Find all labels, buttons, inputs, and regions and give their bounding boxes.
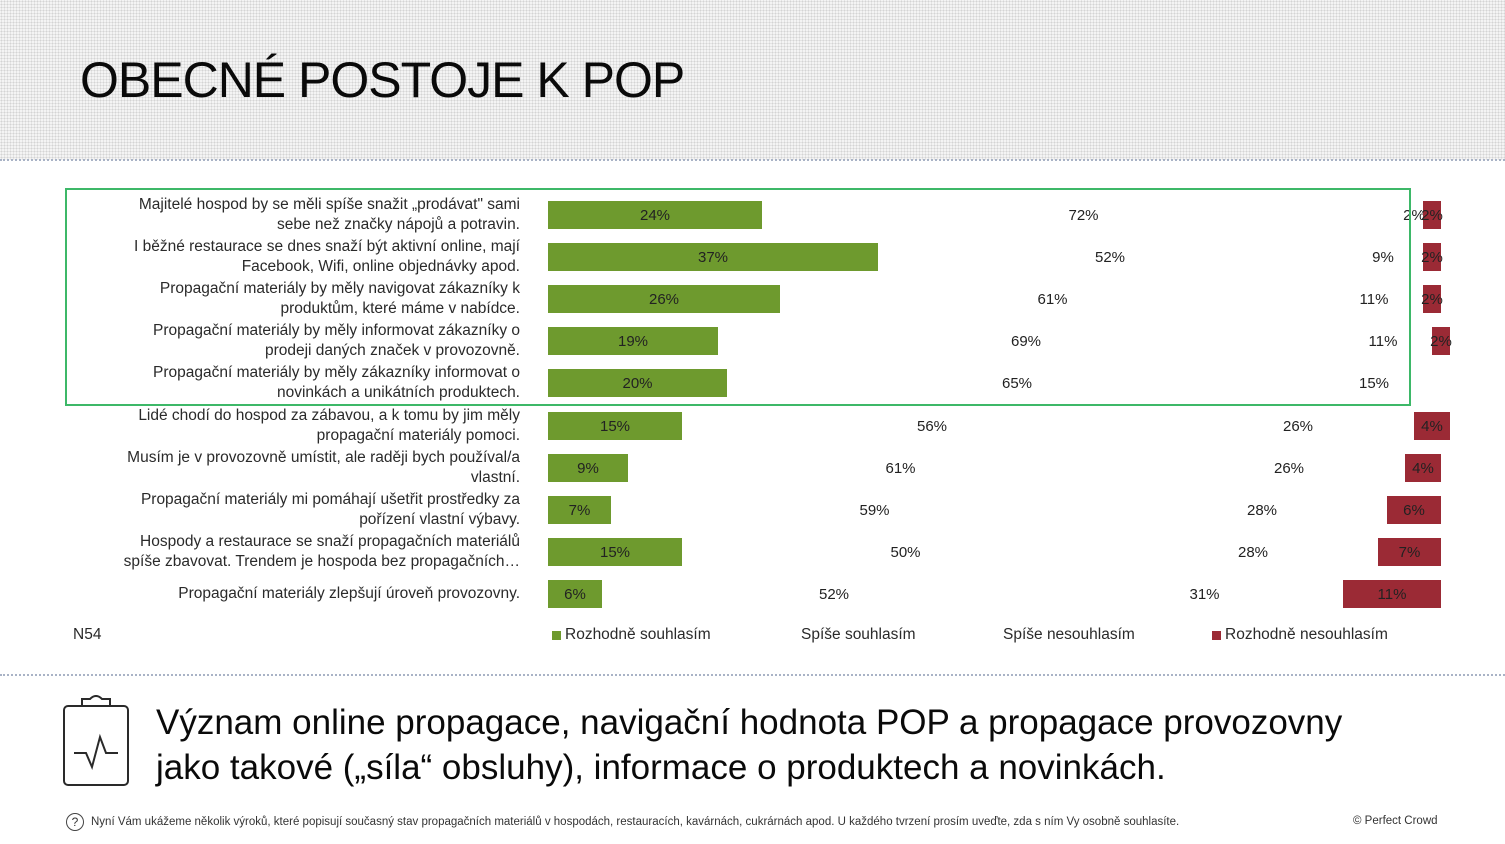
row-label-line-1: Musím je v provozovně umístit, ale raděj… [127,449,520,466]
row-label: Hospody a restaurace se snaží propagační… [70,532,520,572]
row-label-line-1: I běžné restaurace se dnes snaží být akt… [134,238,520,255]
row-label-line-1: Propagační materiály mi pomáhají ušetřit… [140,491,520,508]
bar-agree: 61% [885,459,916,477]
bar-strongly-agree: 37% [548,243,878,271]
legend-swatch-green [552,630,561,640]
bar-disagree: 9% [1372,248,1394,266]
bar-strongly-agree: 6% [548,580,602,608]
row-label: Lidé chodí do hospod za zábavou, a k tom… [70,406,520,446]
bar-strongly-agree: 19% [548,327,718,355]
row-label-line-2: prodeji daných značek v provozovně. [264,342,520,359]
legend-strongly-disagree: Rozhodně nesouhlasím [1212,626,1388,644]
bar-strongly-disagree: 2% [1421,243,1443,271]
bar-agree: 50% [890,543,921,561]
row-label-line-2: vlastní. [470,469,520,486]
row-label-line-2: novinkách a unikátních produktech. [277,384,520,401]
bar-strongly-disagree: 7% [1378,538,1441,566]
row-label-line-2: propagační materiály pomoci. [316,427,520,444]
legend-swatch-red [1212,630,1221,640]
row-label: Propagační materiály mi pomáhají ušetřit… [70,490,520,530]
bar-agree: 56% [916,417,948,435]
legend-disagree: Spíše nesouhlasím [1003,626,1135,644]
row-label-line-1: Propagační materiály by měly zákazníky i… [153,364,520,381]
bar-strongly-agree: 26% [548,285,780,313]
bar-strongly-agree: 15% [548,412,682,440]
bar-disagree: 26% [1273,459,1305,477]
bar-strongly-disagree: 11% [1343,580,1441,608]
bar-disagree: 2% [1403,206,1425,224]
row-label-line-1: Propagační materiály by měly informovat … [153,322,520,339]
footer-note: ? Nyní Vám ukážeme několik výroků, které… [66,813,1179,831]
bar-disagree: 26% [1282,417,1314,435]
bar-strongly-agree: 24% [548,201,762,229]
bar-strongly-agree: 15% [548,538,682,566]
bar-agree: 72% [1068,206,1099,224]
bar-agree: 61% [1037,290,1068,308]
row-label: Propagační materiály by měly zákazníky i… [70,363,520,403]
legend-label: Spíše souhlasím [801,626,916,643]
sample-size-label: N54 [73,626,102,643]
row-label-line-2: spíše zbavovat. Trendem je hospoda bez p… [123,553,520,570]
bar-disagree: 28% [1246,501,1278,519]
legend-label: Rozhodně souhlasím [565,626,711,643]
row-label-line-1: Lidé chodí do hospod za zábavou, a k tom… [138,407,520,424]
bar-strongly-disagree: 2% [1421,285,1443,313]
bar-disagree: 15% [1358,374,1390,392]
legend-label: Spíše nesouhlasím [1003,626,1135,643]
bar-strongly-disagree: 4% [1414,412,1450,440]
row-label-line-2: pořízení vlastní výbavy. [359,511,520,528]
row-label-line-2: produktům, které máme v nabídce. [280,300,520,317]
footer-divider [0,674,1505,676]
bar-strongly-disagree: 4% [1405,454,1441,482]
row-label: I běžné restaurace se dnes snaží být akt… [70,237,520,277]
bar-agree: 69% [1010,332,1042,350]
legend-agree: Spíše souhlasím [801,626,916,644]
bar-agree: 65% [1001,374,1033,392]
bar-agree: 52% [818,585,850,603]
bar-strongly-disagree: 2% [1430,327,1452,355]
bar-strongly-agree: 20% [548,369,727,397]
bar-disagree: 11% [1368,332,1398,350]
row-label: Majitelé hospod by se měli spíše snažit … [70,195,520,235]
conclusion-line-1: Význam online propagace, navigační hodno… [156,703,1343,742]
legend-label: Rozhodně nesouhlasím [1225,626,1388,643]
bar-strongly-disagree: 2% [1421,201,1443,229]
bar-strongly-disagree: 6% [1387,496,1441,524]
row-label: Propagační materiály by měly informovat … [70,321,520,361]
row-label-line-1: Hospody a restaurace se snaží propagační… [140,533,520,550]
bar-disagree: 28% [1237,543,1269,561]
bar-disagree: 31% [1189,585,1220,603]
row-label-line-2: sebe než značky nápojů a potravin. [277,216,520,233]
copyright: © Perfect Crowd [1353,815,1438,827]
conclusion-text: Význam online propagace, navigační hodno… [156,700,1476,790]
row-label-line-1: Propagační materiály by měly navigovat z… [159,280,520,297]
page-title: OBECNÉ POSTOJE K POP [80,52,685,108]
legend-strongly-agree: Rozhodně souhlasím [552,626,711,644]
header-divider [0,159,1505,161]
bar-strongly-agree: 9% [548,454,628,482]
row-label-line-1: Propagační materiály zlepšují úroveň pro… [178,585,520,602]
row-label-line-1: Majitelé hospod by se měli spíše snažit … [138,196,520,213]
question-circle-icon: ? [66,813,84,831]
bar-strongly-agree: 7% [548,496,611,524]
row-label-line-2: Facebook, Wifi, online objednávky apod. [241,258,520,275]
clipboard-pulse-icon [63,695,129,786]
bar-agree: 59% [859,501,890,519]
conclusion-line-2: jako takové („síla“ obsluhy), informace … [156,748,1166,787]
row-label: Propagační materiály by měly navigovat z… [70,279,520,319]
bar-agree: 52% [1094,248,1126,266]
footer-note-text: Nyní Vám ukážeme několik výroků, které p… [91,816,1180,828]
row-label: Musím je v provozovně umístit, ale raděj… [70,448,520,488]
bar-disagree: 11% [1359,290,1389,308]
highlight-box [65,188,1411,406]
row-label: Propagační materiály zlepšují úroveň pro… [70,584,520,604]
header-band [0,0,1505,160]
